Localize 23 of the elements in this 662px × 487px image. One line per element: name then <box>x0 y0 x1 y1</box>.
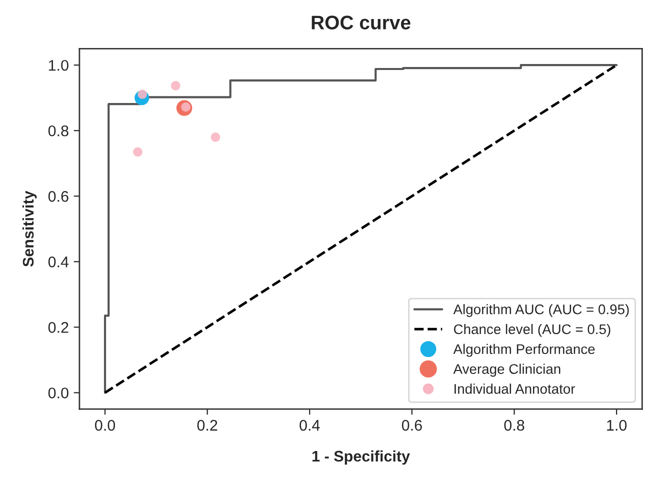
y-tick-label: 0.0 <box>48 388 68 398</box>
chart-title: ROC curve <box>312 16 410 30</box>
x-tick-label: 0.4 <box>300 420 320 431</box>
y-tick-label: 0.2 <box>48 322 68 333</box>
legend-label: Individual Annotator <box>454 384 576 394</box>
y-tick-label: 0.8 <box>48 125 68 136</box>
y-tick-label: 0.4 <box>48 256 69 268</box>
x-tick-label: 0.2 <box>197 420 218 431</box>
legend-label: Chance level (AUC = 0.5) <box>454 324 610 337</box>
y-tick-label: 1.0 <box>48 60 68 71</box>
x-tick-label: 0.8 <box>504 420 524 431</box>
x-axis-title: 1 - Specificity <box>312 450 410 465</box>
x-tick-label: 1.0 <box>607 420 627 431</box>
point <box>170 81 180 90</box>
legend-label: Average Clinician <box>453 364 560 377</box>
legend-label: Algorithm AUC (AUC = 0.95) <box>453 304 629 318</box>
point <box>210 132 220 142</box>
point <box>133 147 142 157</box>
x-tick-label: 0.0 <box>94 420 116 431</box>
x-tick-label: 0.6 <box>402 420 422 431</box>
y-axis-title: Sensitivity <box>22 190 37 267</box>
legend-label: Algorithm Performance <box>453 344 595 357</box>
y-tick-label: 0.6 <box>48 190 68 202</box>
